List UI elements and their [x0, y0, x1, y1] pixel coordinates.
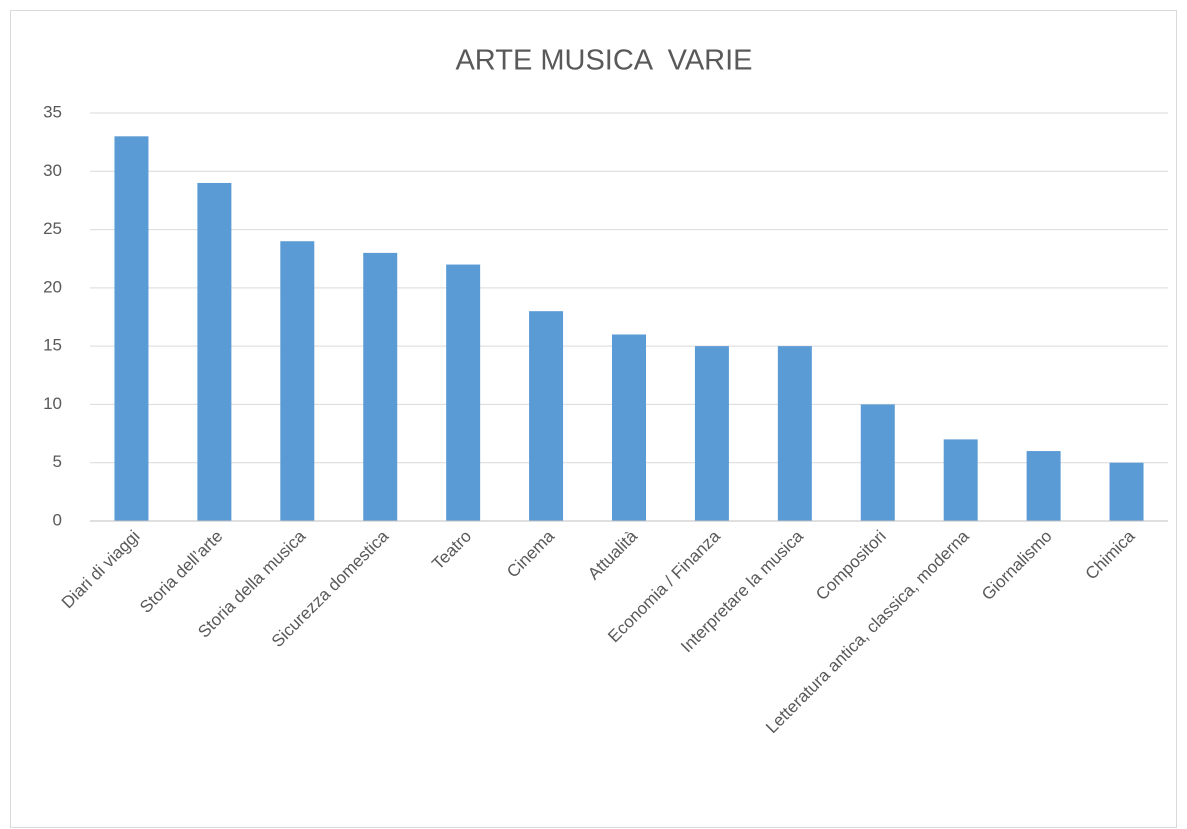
y-tick-label: 25 — [43, 219, 62, 238]
y-tick-label: 20 — [43, 277, 62, 296]
bar — [197, 182, 232, 521]
chart-frame — [10, 10, 1177, 828]
bar — [280, 241, 315, 521]
y-tick-label: 15 — [43, 336, 62, 355]
y-tick-label: 35 — [43, 102, 62, 121]
bar — [860, 404, 895, 521]
bar — [529, 311, 564, 521]
y-tick-label: 5 — [53, 452, 62, 471]
bar — [1026, 451, 1061, 521]
bar — [612, 334, 646, 521]
bar — [694, 346, 729, 521]
y-tick-label: 30 — [43, 161, 62, 180]
bar — [777, 346, 812, 521]
bar — [943, 439, 978, 521]
y-tick-label: 10 — [43, 394, 62, 413]
bar — [1109, 462, 1144, 521]
bar — [363, 252, 398, 521]
chart-title: ARTE MUSICA VARIE — [455, 45, 752, 77]
bar — [114, 136, 149, 522]
y-tick-label: 0 — [53, 510, 62, 529]
bar — [446, 264, 481, 521]
